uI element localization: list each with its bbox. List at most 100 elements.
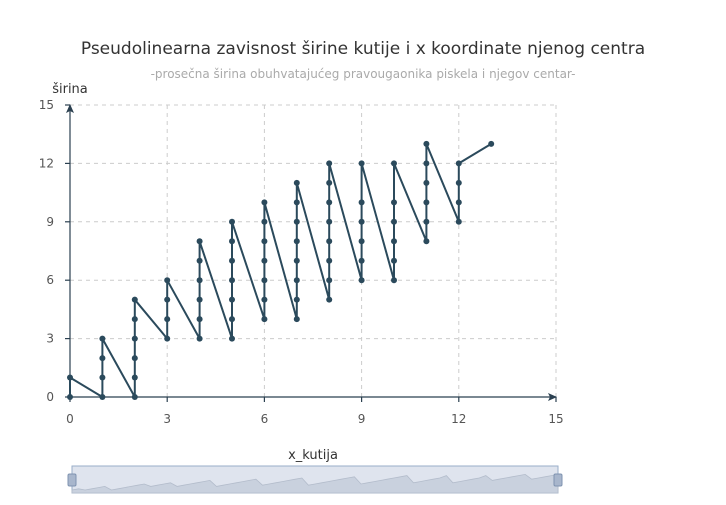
data-point[interactable]: [99, 335, 106, 342]
data-point[interactable]: [196, 296, 203, 303]
data-point[interactable]: [455, 199, 462, 206]
x-tick-label: 15: [548, 412, 563, 426]
x-tick-label: 12: [451, 412, 466, 426]
x-axis-label: x_kutija: [288, 448, 338, 463]
data-point[interactable]: [229, 257, 235, 264]
data-point[interactable]: [164, 296, 171, 303]
data-point[interactable]: [261, 296, 268, 303]
data-point[interactable]: [67, 374, 73, 381]
data-point[interactable]: [164, 277, 171, 284]
data-point[interactable]: [293, 238, 300, 245]
data-point[interactable]: [326, 257, 333, 264]
data-point[interactable]: [391, 257, 397, 264]
axes: [65, 104, 557, 402]
data-point[interactable]: [293, 316, 300, 323]
data-point[interactable]: [326, 179, 333, 186]
y-tick-label: 6: [46, 273, 54, 287]
y-axis-label: širina: [52, 82, 88, 97]
data-point[interactable]: [391, 199, 397, 206]
zoom-handle-right[interactable]: [553, 473, 563, 487]
data-point[interactable]: [229, 296, 235, 303]
data-point[interactable]: [326, 296, 333, 303]
data-point[interactable]: [326, 277, 333, 284]
data-point[interactable]: [131, 394, 138, 400]
data-point[interactable]: [455, 218, 462, 225]
data-point[interactable]: [358, 218, 365, 225]
data-point[interactable]: [423, 218, 430, 225]
data-point[interactable]: [229, 335, 235, 342]
data-point[interactable]: [326, 238, 333, 245]
y-tick-label: 3: [46, 332, 54, 346]
x-axis-arrow-icon: [548, 393, 557, 401]
data-point[interactable]: [358, 238, 365, 245]
data-point[interactable]: [423, 160, 430, 167]
x-tick-label: 6: [261, 412, 269, 426]
x-tick-label: 9: [358, 412, 366, 426]
series-line[interactable]: [67, 140, 495, 400]
data-point[interactable]: [261, 218, 268, 225]
data-point[interactable]: [358, 160, 365, 167]
data-point[interactable]: [358, 199, 365, 206]
y-tick-label: 9: [46, 215, 54, 229]
tick-labels: 0 3 6 9 12 15 0 3 6 9 12 15: [39, 98, 564, 426]
y-tick-label: 12: [39, 156, 54, 170]
data-point[interactable]: [196, 238, 203, 245]
zoom-preview-area: [71, 473, 559, 494]
data-point[interactable]: [293, 179, 300, 186]
y-tick-label: 0: [46, 390, 54, 404]
data-point[interactable]: [229, 238, 235, 245]
data-point[interactable]: [261, 199, 268, 206]
data-point[interactable]: [455, 179, 462, 186]
data-point[interactable]: [67, 394, 73, 400]
data-point[interactable]: [455, 160, 462, 167]
data-point[interactable]: [196, 277, 203, 284]
data-point[interactable]: [131, 316, 138, 323]
data-point[interactable]: [488, 140, 495, 147]
data-point[interactable]: [326, 199, 333, 206]
data-point[interactable]: [326, 160, 333, 167]
data-point[interactable]: [131, 296, 138, 303]
data-point[interactable]: [293, 296, 300, 303]
zoom-handle-left[interactable]: [67, 473, 77, 487]
data-point[interactable]: [229, 218, 235, 225]
data-point[interactable]: [99, 374, 106, 381]
x-tick-label: 0: [66, 412, 74, 426]
data-point[interactable]: [423, 199, 430, 206]
data-point[interactable]: [164, 335, 171, 342]
chart-subtitle: -prosečna širina obuhvatajućeg pravougao…: [151, 67, 576, 81]
data-point[interactable]: [99, 394, 106, 400]
data-point[interactable]: [358, 277, 365, 284]
data-point[interactable]: [391, 277, 397, 284]
data-point[interactable]: [229, 316, 235, 323]
data-point[interactable]: [358, 257, 365, 264]
data-point[interactable]: [326, 218, 333, 225]
grid-lines: [70, 104, 557, 397]
data-point[interactable]: [423, 238, 430, 245]
data-point[interactable]: [293, 218, 300, 225]
data-point[interactable]: [293, 199, 300, 206]
x-tick-label: 3: [163, 412, 171, 426]
data-point[interactable]: [261, 238, 268, 245]
data-point[interactable]: [261, 277, 268, 284]
data-point[interactable]: [391, 160, 397, 167]
data-point[interactable]: [131, 374, 138, 381]
data-point[interactable]: [293, 277, 300, 284]
data-point[interactable]: [391, 218, 397, 225]
data-zoom-slider[interactable]: [67, 465, 563, 494]
y-axis-arrow-icon: [66, 104, 74, 113]
data-point[interactable]: [131, 355, 138, 362]
data-point[interactable]: [261, 316, 268, 323]
data-point[interactable]: [261, 257, 268, 264]
data-point[interactable]: [423, 140, 430, 147]
data-point[interactable]: [391, 238, 397, 245]
data-point[interactable]: [131, 335, 138, 342]
data-point[interactable]: [196, 257, 203, 264]
data-point[interactable]: [196, 335, 203, 342]
data-point[interactable]: [196, 316, 203, 323]
data-point[interactable]: [99, 355, 106, 362]
data-point[interactable]: [164, 316, 171, 323]
data-point[interactable]: [229, 277, 235, 284]
data-point[interactable]: [423, 179, 430, 186]
data-point[interactable]: [293, 257, 300, 264]
